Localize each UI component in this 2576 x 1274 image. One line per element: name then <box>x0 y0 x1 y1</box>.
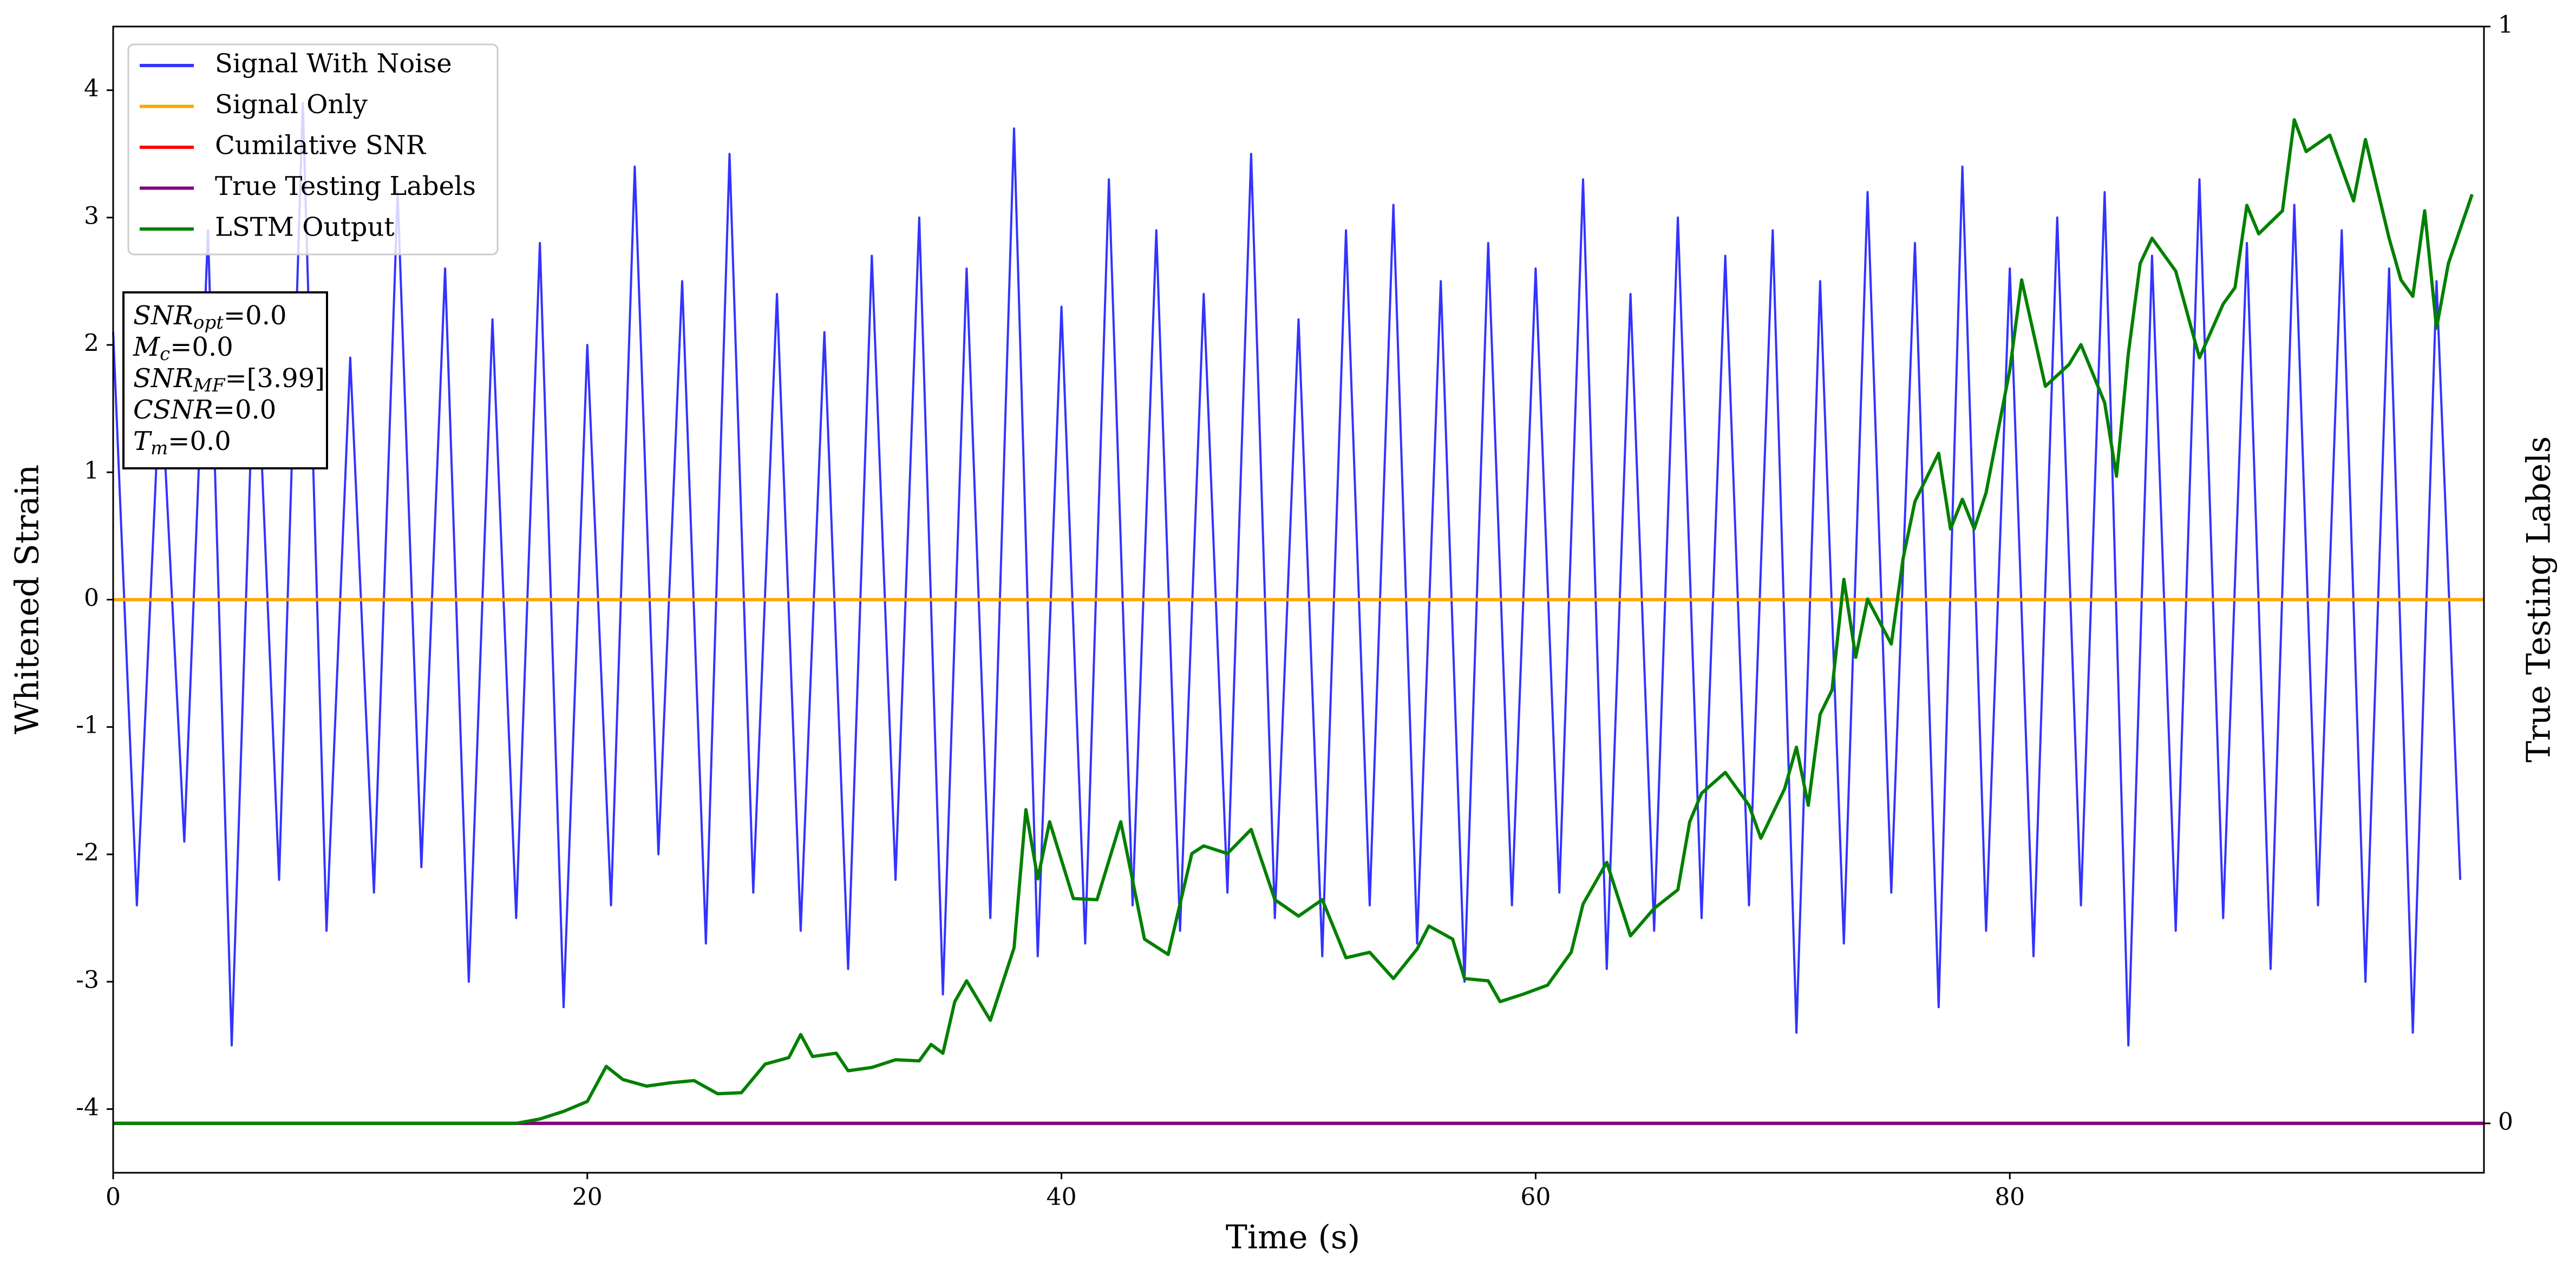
legend: Signal With Noise Signal Only Cumilative S… <box>127 43 499 256</box>
annotation-line: SNRopt=0.0 <box>133 300 287 334</box>
legend-label: Cumilative SNR <box>215 130 427 161</box>
legend-label: LSTM Output <box>215 212 395 243</box>
x-tick-label: 60 <box>1520 1184 1551 1211</box>
y-tick-label: 0 <box>84 584 99 612</box>
series-line <box>113 118 2474 1125</box>
y-tick-label: -1 <box>76 711 99 739</box>
annotation-text: CSNR <box>133 395 213 425</box>
x-tick-label: 20 <box>572 1184 603 1211</box>
annotation-rest: =0.0 <box>213 395 277 425</box>
y-axis-label: Whitened Strain <box>9 465 47 734</box>
y2-axis-label: True Testing Labels <box>2520 436 2558 763</box>
y-tick-label: 1 <box>84 457 99 485</box>
legend-box <box>127 43 499 256</box>
y-tick-label: 4 <box>84 75 99 102</box>
annotation-rest: =[3.99] <box>225 363 325 394</box>
annotation-sub: MF <box>193 375 226 396</box>
y2-tick-label: 1 <box>2498 11 2513 39</box>
annotation-text: SNR <box>133 300 193 331</box>
annotation-sub: m <box>151 437 168 459</box>
x-tick-label: 0 <box>106 1184 121 1211</box>
annotation-rest: =0.0 <box>170 332 233 362</box>
y-tick-label: -4 <box>76 1094 99 1121</box>
annotation-line: Mc=0.0 <box>133 332 233 365</box>
legend-label: Signal With Noise <box>215 49 452 79</box>
annotation-line: SNRMF=[3.99] <box>133 363 325 397</box>
y-tick-label: 2 <box>84 330 99 357</box>
annotation-rest: =0.0 <box>224 300 287 331</box>
y-tick-label: -3 <box>76 966 99 994</box>
annotation-sub: opt <box>193 312 224 334</box>
y-tick-label: 3 <box>84 202 99 230</box>
annotation-text: T <box>133 426 152 456</box>
series-line <box>112 102 2462 1047</box>
y-tick-label: -2 <box>76 839 99 866</box>
annotation-text: M <box>133 332 161 362</box>
annotation-sub: c <box>160 343 170 365</box>
annotation-line: CSNR=0.0 <box>133 395 276 425</box>
annotation-line: Tm=0.0 <box>133 426 231 460</box>
plot-area <box>112 102 2484 1125</box>
annotation-rest: =0.0 <box>168 426 231 456</box>
x-tick-label: 40 <box>1047 1184 1077 1211</box>
annotation-text: SNR <box>133 363 193 394</box>
legend-label: True Testing Labels <box>215 171 476 201</box>
x-tick-label: 80 <box>1995 1184 2025 1211</box>
legend-label: Signal Only <box>215 89 368 120</box>
x-axis-label: Time (s) <box>1226 1219 1360 1257</box>
y2-tick-label: 0 <box>2498 1108 2513 1135</box>
annotation: SNRopt=0.0Mc=0.0SNRMF=[3.99]CSNR=0.0Tm=0… <box>122 291 328 469</box>
annotation-box <box>122 291 328 469</box>
overlay: Signal With Noise Signal Only Cumilative S… <box>122 43 499 469</box>
